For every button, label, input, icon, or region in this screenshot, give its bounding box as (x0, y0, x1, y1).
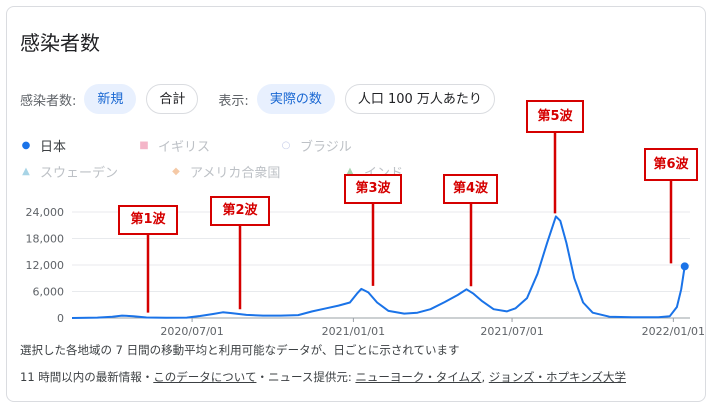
actual-count-chip[interactable]: 実際の数 (256, 84, 335, 114)
filter-row: 感染者数: 新規 合計 表示: 実際の数 人口 100 万人あたり (20, 83, 505, 115)
display-label: 表示: (218, 93, 249, 109)
footnote: 選択した各地域の 7 日間の移動平均と利用可能なデータが、日ごとに示されています (20, 343, 460, 357)
legend-item-uk[interactable]: ■ イギリス (139, 140, 211, 155)
per-million-chip[interactable]: 人口 100 万人あたり (344, 84, 495, 114)
triangle-icon: ▲ (22, 166, 30, 177)
covid-cases-card (6, 6, 706, 402)
jhu-link[interactable]: ジョンズ・ホプキンズ大学 (488, 370, 626, 384)
legend-item-usa[interactable]: ◆ アメリカ合衆国 (170, 162, 326, 181)
wave-2-callout: 第2波 (210, 196, 270, 226)
new-cases-chip[interactable]: 新規 (84, 84, 137, 114)
about-data-link[interactable]: このデータについて (153, 370, 257, 384)
nyt-link[interactable]: ニューヨーク・タイムズ (355, 370, 482, 384)
updated-text: 11 時間以内の最新情報・ (20, 370, 154, 384)
filled-square-icon: ■ (139, 140, 149, 151)
hollow-circle-icon: ○ (281, 140, 291, 151)
sources-middle-text: ・ニュース提供元: (256, 370, 356, 384)
wave-6-callout: 第6波 (644, 148, 698, 181)
legend-item-sweden[interactable]: ▲ スウェーデン (20, 162, 152, 181)
legend-item-japan[interactable]: ● 日本 (21, 140, 67, 155)
filled-circle-icon: ● (21, 140, 31, 151)
cases-label: 感染者数: (20, 93, 77, 109)
wave-4-callout: 第4波 (443, 174, 498, 204)
sources-separator: , (481, 370, 489, 384)
wave-5-callout: 第5波 (526, 100, 584, 133)
legend-row-1: ● 日本 ■ イギリス ○ ブラジル (20, 136, 370, 155)
diamond-icon: ◆ (172, 166, 180, 177)
legend-item-brazil[interactable]: ○ ブラジル (281, 140, 352, 155)
card-title: 感染者数 (20, 31, 100, 55)
sources-line: 11 時間以内の最新情報・このデータについて・ニュース提供元: ニューヨーク・タ… (20, 369, 626, 385)
wave-1-callout: 第1波 (118, 205, 178, 235)
total-cases-chip[interactable]: 合計 (146, 84, 199, 114)
triangle-icon: ▲ (346, 166, 354, 177)
wave-3-callout: 第3波 (344, 174, 402, 204)
